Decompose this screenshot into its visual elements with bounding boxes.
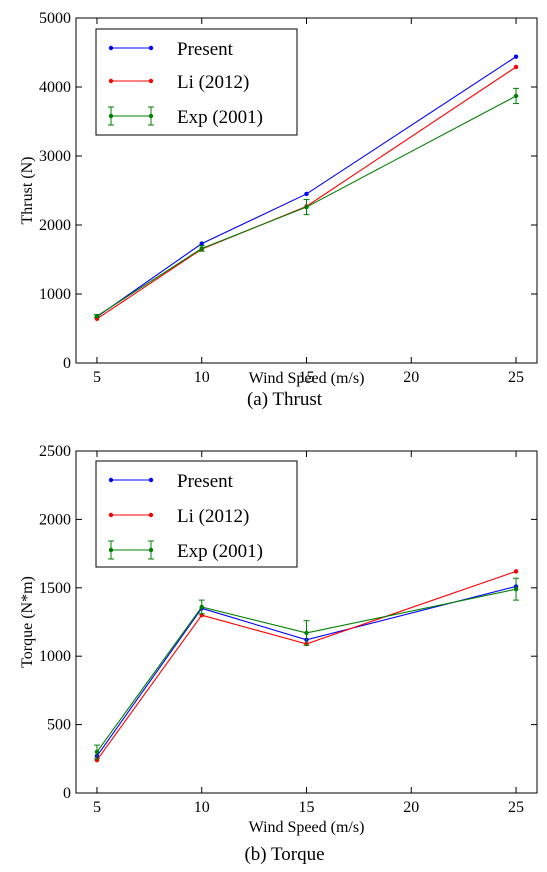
legend-marker: [108, 45, 114, 51]
y-tick-label: 2000: [39, 217, 71, 234]
x-axis-label: Wind Speed (m/s): [249, 370, 365, 387]
x-tick-label: 15: [299, 799, 315, 816]
series-line: [96, 588, 517, 753]
y-tick-label: 4000: [39, 79, 71, 96]
legend-marker: [148, 512, 154, 518]
y-tick-label: 1000: [39, 648, 71, 665]
x-tick-label: 5: [93, 369, 101, 386]
legend-box: [95, 28, 298, 136]
legend-marker: [148, 113, 154, 119]
series-present: [94, 584, 519, 759]
series-li-2012: [94, 569, 519, 763]
legend-label: Present: [177, 471, 234, 492]
data-point: [513, 54, 519, 59]
legend-marker: [148, 45, 154, 51]
data-point: [199, 246, 204, 251]
y-tick-label: 2500: [39, 443, 71, 460]
x-tick-label: 20: [403, 369, 419, 386]
chart-panel-torque: 5 10 15 20 25 0 500 1000 1500 2000 2500 Wind Speed …: [19, 443, 538, 865]
x-tick-label: 25: [508, 369, 524, 386]
y-axis-label: Torque (N*m): [19, 576, 36, 668]
data-point: [199, 241, 204, 246]
legend: Present Li (2012) Exp (2001): [95, 28, 298, 136]
series-line: [96, 585, 517, 757]
legend-marker: [148, 477, 154, 483]
series-exp-2001: [93, 577, 520, 760]
data-point: [513, 93, 519, 99]
x-tick-label: 25: [508, 799, 524, 816]
x-tick-label: 15: [299, 369, 315, 386]
y-tick-label: 3000: [39, 148, 71, 165]
data-point: [304, 191, 309, 197]
legend-marker: [108, 547, 114, 553]
legend-box: [95, 460, 298, 568]
legend-marker: [108, 78, 114, 84]
chart-panel-thrust: 5 10 15 20 25 0 1000 2000 3000 4000 5000 Wind Speed…: [19, 10, 538, 410]
legend-label: Li (2012): [177, 72, 249, 93]
data-point: [94, 749, 100, 755]
y-tick-label: 0: [63, 355, 71, 372]
legend-label: Present: [177, 39, 234, 60]
data-point: [513, 569, 519, 574]
legend-label: Li (2012): [177, 506, 249, 527]
legend-marker: [108, 512, 114, 518]
series-line: [96, 95, 517, 317]
legend-label: Exp (2001): [177, 541, 263, 562]
legend: Present Li (2012) Exp (2001): [95, 460, 298, 568]
data-point: [199, 604, 204, 610]
data-point: [513, 64, 519, 70]
legend-marker: [108, 477, 114, 483]
y-tick-label: 0: [63, 785, 71, 802]
y-tick-label: 1500: [39, 580, 71, 597]
series-line: [96, 56, 517, 318]
data-point: [304, 630, 309, 636]
x-tick-label: 10: [194, 799, 210, 816]
data-point: [94, 313, 100, 319]
legend-marker: [148, 547, 154, 553]
x-axis-label: Wind Speed (m/s): [249, 819, 365, 836]
legend-label: Exp (2001): [177, 107, 263, 128]
y-tick-label: 2000: [39, 511, 71, 528]
figure-caption: (b) Torque: [244, 844, 324, 865]
data-point: [304, 204, 309, 210]
y-tick-label: 500: [47, 717, 71, 734]
y-tick-label: 1000: [39, 286, 71, 303]
legend-marker: [148, 78, 154, 84]
x-tick-label: 20: [403, 799, 419, 816]
legend-marker: [108, 113, 114, 119]
series-line: [96, 570, 517, 761]
x-tick-label: 5: [93, 799, 101, 816]
y-tick-label: 5000: [39, 10, 71, 27]
data-point: [513, 586, 519, 592]
series-exp-2001: [93, 87, 520, 319]
figure-caption: (a) Thrust: [247, 389, 323, 410]
y-axis-label: Thrust (N): [19, 157, 36, 225]
x-tick-label: 10: [194, 369, 210, 386]
